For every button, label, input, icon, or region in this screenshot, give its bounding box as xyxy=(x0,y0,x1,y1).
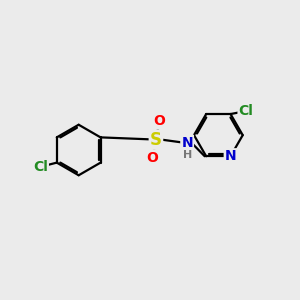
Text: N: N xyxy=(225,149,236,163)
Text: S: S xyxy=(150,130,162,148)
Text: O: O xyxy=(154,114,165,128)
Text: N: N xyxy=(181,136,193,150)
Text: O: O xyxy=(146,151,158,165)
Text: Cl: Cl xyxy=(238,104,253,118)
Text: Cl: Cl xyxy=(33,160,48,174)
Text: H: H xyxy=(182,150,192,160)
